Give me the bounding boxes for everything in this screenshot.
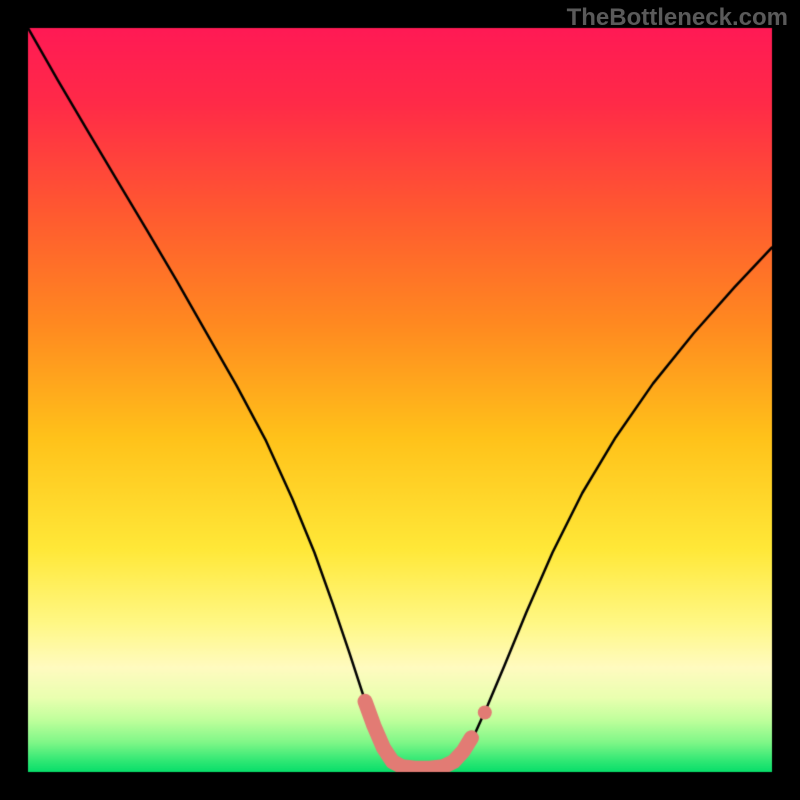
bottleneck-curve-chart: [0, 0, 800, 800]
